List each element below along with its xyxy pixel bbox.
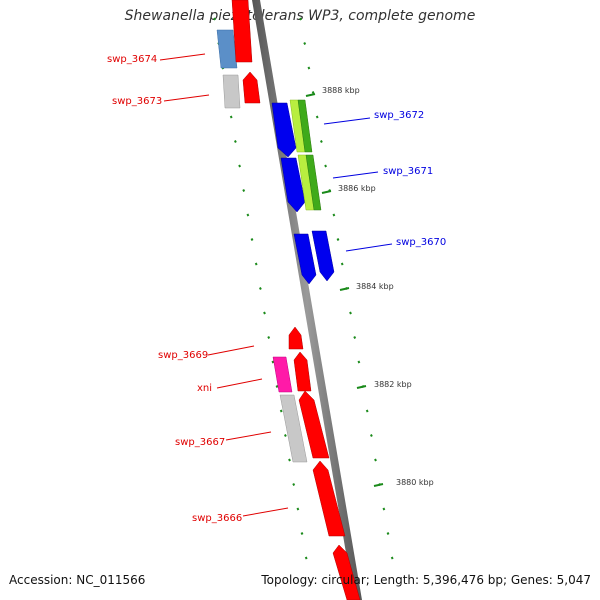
lane-dot: [238, 164, 241, 168]
tick-label: 3888 kbp: [322, 86, 360, 95]
gene-swp-3673[interactable]: swp_3673: [112, 71, 261, 109]
genome-backbone: [252, 0, 362, 600]
genome-title: Shewanella piezotolerans WP3, complete g…: [124, 8, 476, 24]
gene-arrow-grey: [279, 394, 308, 463]
gene-swp-3669[interactable]: swp_3669: [158, 326, 304, 361]
gene-label-swp-3666: swp_3666: [192, 513, 242, 524]
gene-arrow-grey: [222, 74, 241, 109]
tick-label: 3882 kbp: [374, 380, 412, 389]
lane-dot: [300, 532, 304, 535]
scale-tick-3880: 3880 kbp: [373, 478, 434, 487]
lane-dot: [259, 287, 262, 290]
lane-dot: [390, 556, 394, 560]
lane-dot: [246, 213, 250, 217]
gene-label-swp-3673: swp_3673: [112, 96, 162, 107]
gene-arrow-blue: [280, 157, 306, 213]
gene-label-swp-3667: swp_3667: [175, 437, 225, 448]
lane-dot: [242, 189, 246, 192]
gene-arrow-pink: [272, 356, 293, 393]
gene-xni[interactable]: xni: [197, 351, 312, 394]
lane-dot: [271, 360, 275, 364]
lane-dot: [304, 556, 308, 560]
gene-arrow-red: [231, 0, 253, 63]
lane-dot: [357, 360, 361, 364]
gene-swp-3671[interactable]: swp_3671: [280, 154, 433, 213]
lane-dot: [332, 213, 336, 217]
lane-dot: [336, 238, 340, 241]
gene-arrow-red: [312, 460, 346, 537]
lane-dot: [324, 164, 327, 168]
scale-tick-3882: 3882 kbp: [356, 380, 412, 389]
lane-dot: [365, 409, 369, 413]
lane-dot: [386, 532, 390, 535]
gene-label-swp-3670: swp_3670: [396, 237, 446, 248]
gene-label-swp-3671: swp_3671: [383, 166, 433, 177]
lane-dot: [284, 434, 287, 437]
lane-dot: [370, 434, 373, 437]
lane-dot: [213, 17, 216, 21]
scale-tick-3888: 3888 kbp: [305, 86, 360, 97]
lane-dot: [288, 458, 291, 462]
lane-dot: [311, 91, 315, 94]
gene-arrow-red: [293, 351, 312, 392]
lane-dot: [275, 385, 279, 388]
scale-tick-3886: 3886 kbp: [321, 184, 376, 194]
gene-arrow-steelblue: [216, 29, 238, 69]
gene-arrow-green: [305, 154, 322, 211]
gene-arrow-red: [288, 326, 304, 350]
gene-arrow-blue: [311, 230, 335, 282]
gene-label-swp-3669: swp_3669: [158, 350, 208, 361]
lane-dot: [353, 336, 357, 339]
gene-swp-3670[interactable]: swp_3670: [293, 230, 446, 285]
lane-dot: [250, 238, 254, 241]
lane-dot: [292, 483, 296, 486]
accession-text: Accession: NC_011566: [9, 573, 146, 587]
lane-dot: [320, 140, 323, 143]
gene-arrow-green: [297, 99, 313, 153]
lane-dot: [267, 336, 271, 339]
tick-label: 3880 kbp: [396, 478, 434, 487]
gene-arrow-red: [242, 71, 261, 104]
lane-dot: [307, 66, 311, 70]
lane-dot: [229, 115, 233, 119]
gene-label-swp-3674: swp_3674: [107, 54, 157, 65]
gene-arrow-blue: [271, 102, 297, 158]
gene-arrow-red: [332, 544, 361, 600]
gene-label-xni: xni: [197, 383, 212, 394]
gene-swp-3674[interactable]: swp_3674: [107, 0, 253, 69]
lane-dot: [340, 262, 344, 266]
lane-dot: [279, 409, 283, 413]
lane-dot: [296, 507, 300, 511]
gene-swp-3667[interactable]: swp_3667: [175, 390, 330, 463]
lane-dot: [349, 311, 352, 315]
lane-dot: [303, 42, 307, 45]
genome-summary-text: Topology: circular; Length: 5,396,476 bp…: [261, 573, 591, 587]
scale-tick-3884: 3884 kbp: [339, 282, 394, 291]
lane-dot: [263, 311, 266, 315]
gene-swp-3672[interactable]: swp_3672: [271, 99, 424, 158]
lane-dot: [254, 262, 258, 266]
gene-arrow-blue: [293, 233, 317, 285]
lane-dot: [299, 17, 302, 21]
lane-dot: [234, 140, 237, 143]
lane-dot: [315, 115, 319, 119]
gene-arrow-red: [298, 390, 330, 459]
gene-label-swp-3672: swp_3672: [374, 110, 424, 121]
tick-label: 3884 kbp: [356, 282, 394, 291]
lane-dot: [382, 507, 386, 511]
tick-label: 3886 kbp: [338, 184, 376, 193]
gene-swp-3666[interactable]: swp_3666: [192, 460, 361, 600]
lane-dot: [374, 458, 377, 462]
